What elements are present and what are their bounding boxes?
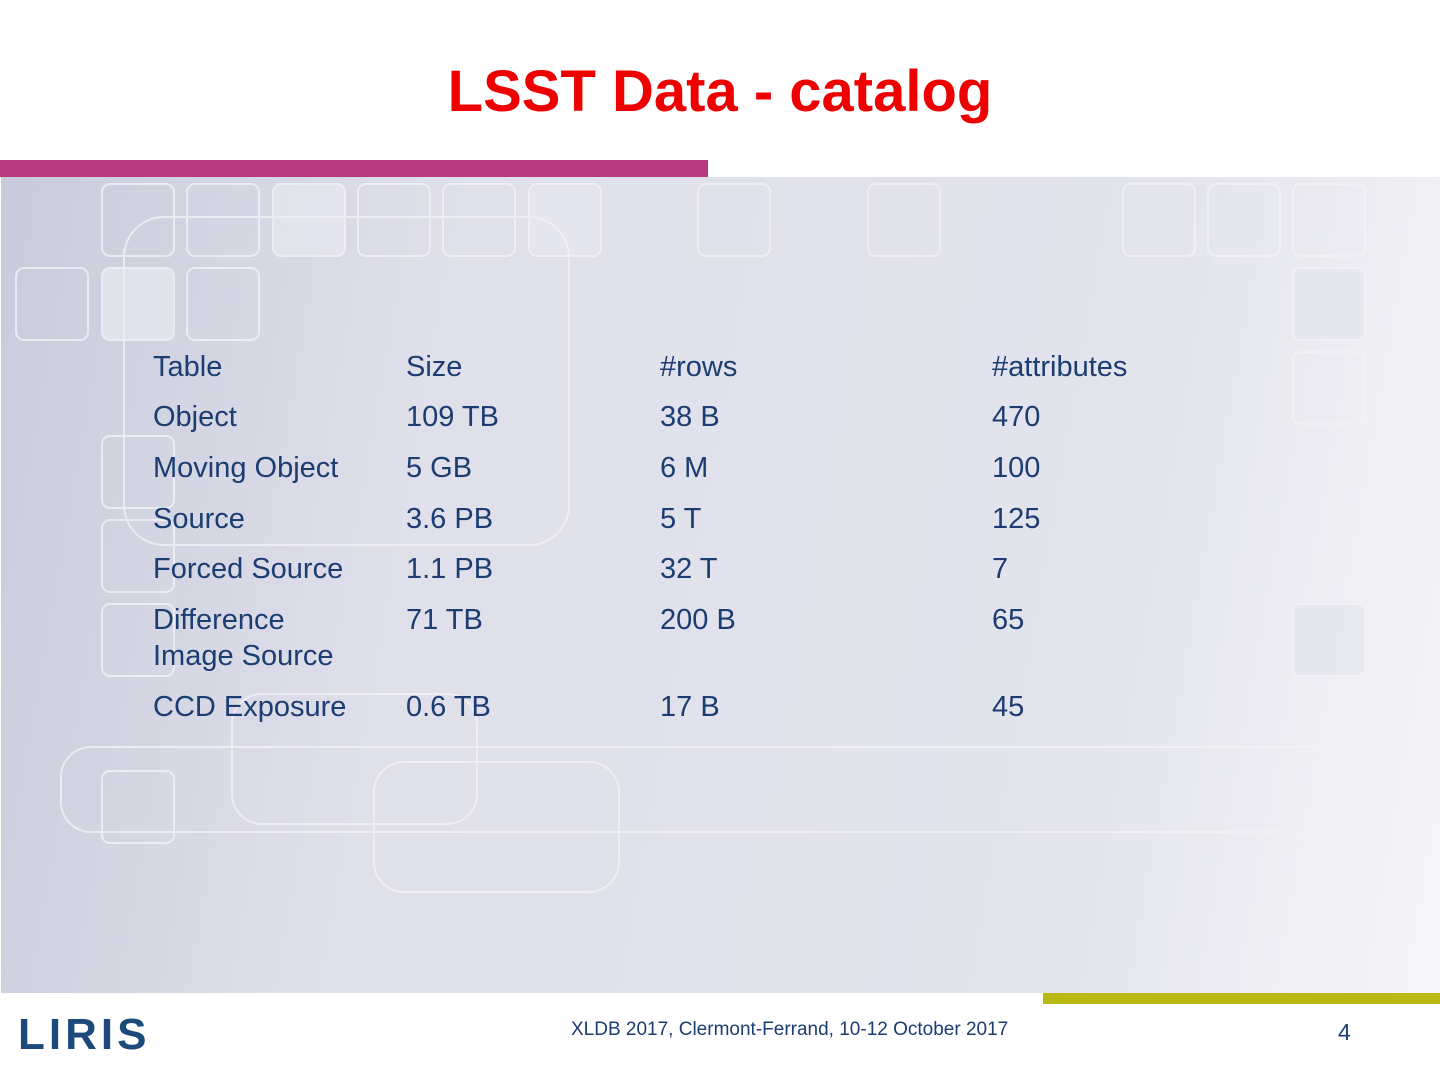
- table-cell: 17 B: [660, 691, 720, 723]
- table-cell: Difference Image Source: [153, 604, 334, 672]
- table-cell: 1.1 PB: [406, 553, 494, 585]
- page-number: 4: [1338, 1019, 1351, 1045]
- background-pattern: [15, 183, 1440, 893]
- table-cell: Forced Source: [153, 553, 344, 585]
- table-cell: 470: [992, 401, 1041, 433]
- table-cell: Object: [153, 401, 237, 433]
- footer-text: XLDB 2017, Clermont-Ferrand, 10-12 Octob…: [571, 1019, 1009, 1040]
- table-cell: 38 B: [660, 401, 720, 433]
- accent-bar: [1043, 993, 1440, 1004]
- table-cell: 32 T: [660, 553, 718, 585]
- logo: LIRIS: [18, 1010, 151, 1059]
- header-cell: #attributes: [992, 351, 1128, 383]
- table-cell: 71 TB: [406, 604, 483, 636]
- table-cell: 65: [992, 604, 1025, 636]
- slide-title: LSST Data - catalog: [447, 59, 993, 124]
- table-cell: 3.6 PB: [406, 503, 494, 535]
- table-cell: 45: [992, 691, 1025, 723]
- table-cell: CCD Exposure: [153, 691, 347, 723]
- table-cell: 7: [992, 553, 1009, 585]
- table-cell: 100: [992, 452, 1041, 484]
- table-cell: 200 B: [660, 604, 736, 636]
- table-cell: 5 T: [660, 503, 702, 535]
- table-cell: 0.6 TB: [406, 691, 491, 723]
- header-cell: Table: [153, 351, 223, 383]
- table-cell: 109 TB: [406, 401, 499, 433]
- table-cell: Moving Object: [153, 452, 339, 484]
- table-cell: 6 M: [660, 452, 709, 484]
- table-cell: Source: [153, 503, 245, 535]
- accent-bar: [0, 160, 708, 177]
- header-cell: #rows: [660, 351, 738, 383]
- header-cell: Size: [406, 351, 463, 383]
- content-panel: [1, 177, 1440, 993]
- table-cell: 5 GB: [406, 452, 473, 484]
- table-cell: 125: [992, 503, 1041, 535]
